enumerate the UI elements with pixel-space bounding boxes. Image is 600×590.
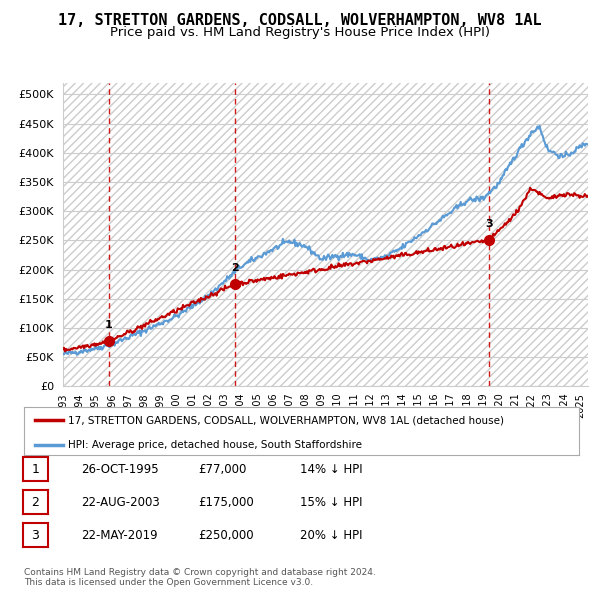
Text: £77,000: £77,000: [198, 463, 247, 476]
Text: 14% ↓ HPI: 14% ↓ HPI: [300, 463, 362, 476]
Text: 17, STRETTON GARDENS, CODSALL, WOLVERHAMPTON, WV8 1AL (detached house): 17, STRETTON GARDENS, CODSALL, WOLVERHAM…: [68, 415, 505, 425]
Text: Contains HM Land Registry data © Crown copyright and database right 2024.
This d: Contains HM Land Registry data © Crown c…: [24, 568, 376, 587]
Text: £250,000: £250,000: [198, 529, 254, 542]
Text: 2: 2: [231, 263, 239, 273]
Text: 2: 2: [31, 496, 40, 509]
Text: 3: 3: [31, 529, 40, 542]
Text: 3: 3: [485, 219, 493, 229]
Text: 1: 1: [31, 463, 40, 476]
Text: 1: 1: [104, 320, 112, 330]
Text: 17, STRETTON GARDENS, CODSALL, WOLVERHAMPTON, WV8 1AL: 17, STRETTON GARDENS, CODSALL, WOLVERHAM…: [58, 13, 542, 28]
Text: Price paid vs. HM Land Registry's House Price Index (HPI): Price paid vs. HM Land Registry's House …: [110, 26, 490, 39]
Text: HPI: Average price, detached house, South Staffordshire: HPI: Average price, detached house, Sout…: [68, 440, 362, 450]
Text: 26-OCT-1995: 26-OCT-1995: [81, 463, 158, 476]
Text: 20% ↓ HPI: 20% ↓ HPI: [300, 529, 362, 542]
Text: 22-AUG-2003: 22-AUG-2003: [81, 496, 160, 509]
Text: 15% ↓ HPI: 15% ↓ HPI: [300, 496, 362, 509]
Text: £175,000: £175,000: [198, 496, 254, 509]
Text: 22-MAY-2019: 22-MAY-2019: [81, 529, 158, 542]
